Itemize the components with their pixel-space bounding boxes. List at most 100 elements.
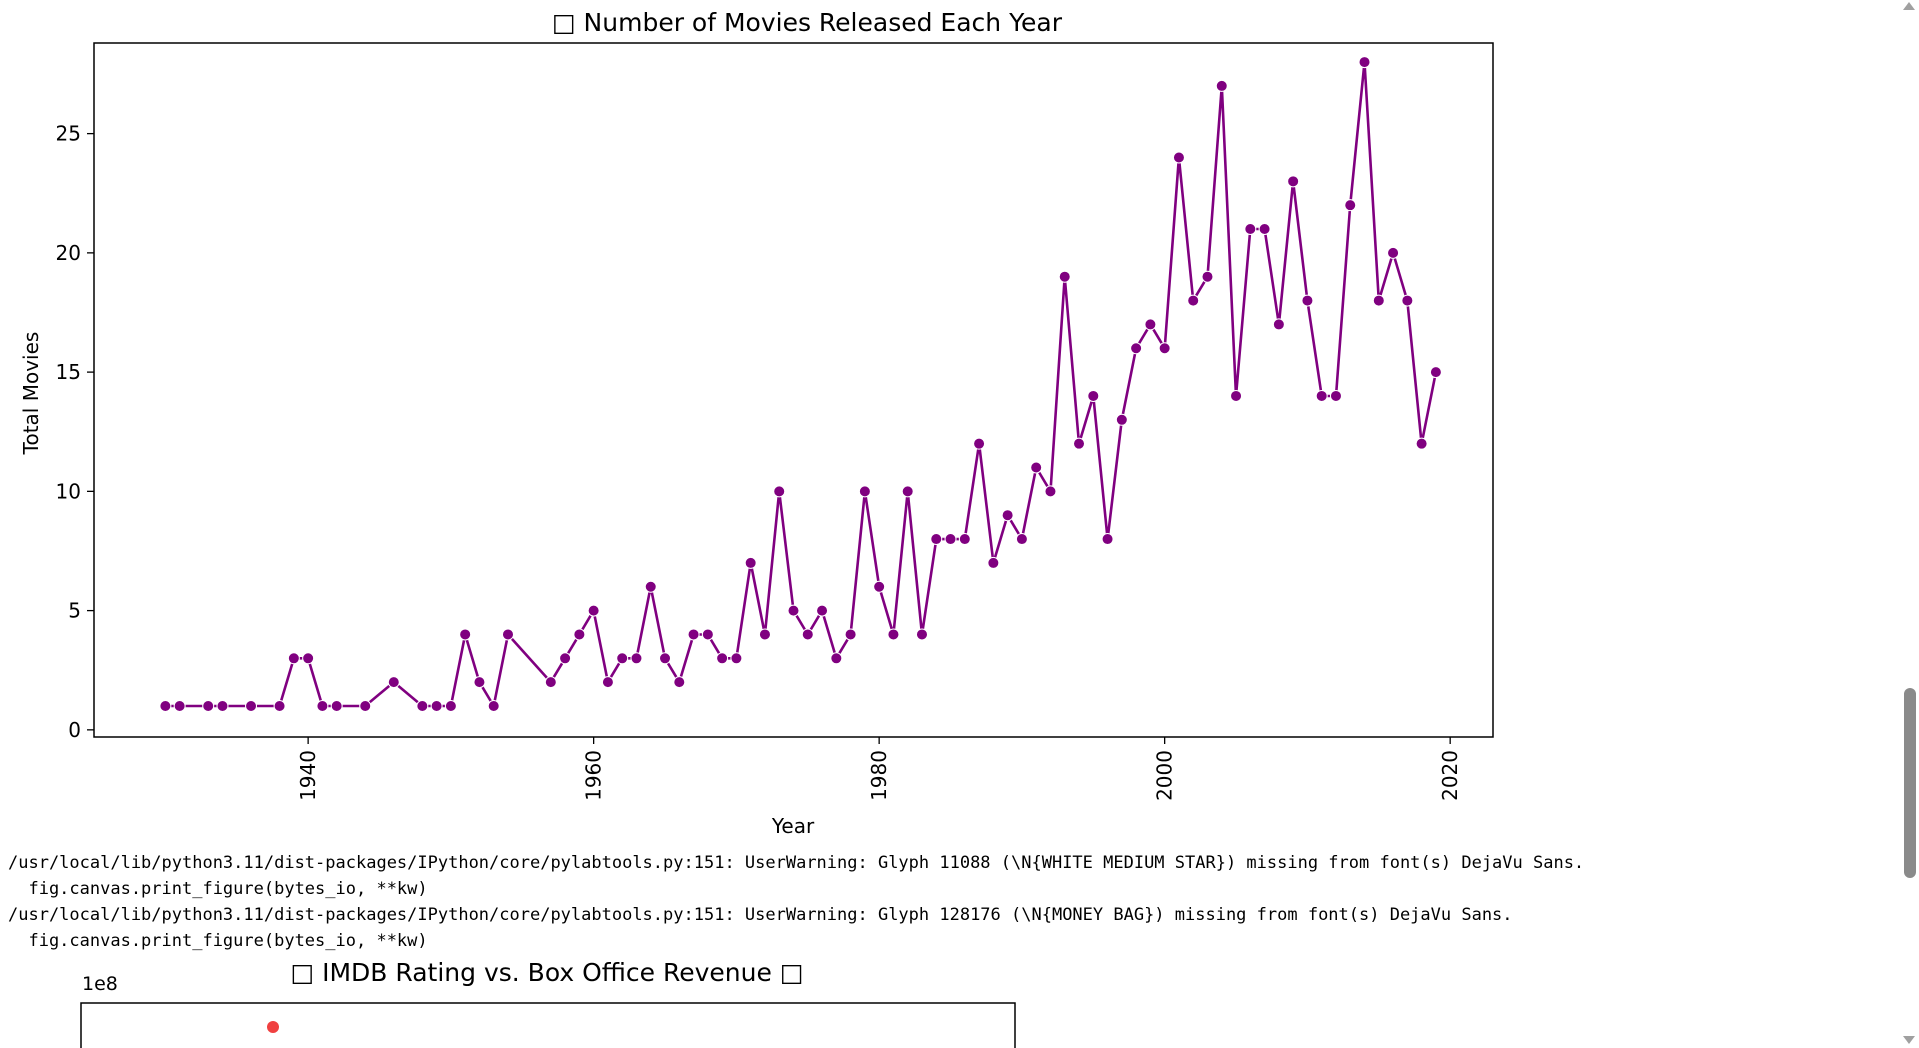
data-point	[1058, 270, 1071, 283]
data-point	[387, 676, 400, 689]
data-point	[1215, 79, 1228, 92]
data-point	[1387, 246, 1400, 259]
data-point	[1415, 437, 1428, 450]
data-point	[1344, 199, 1357, 212]
data-point	[444, 699, 457, 712]
warning-line: /usr/local/lib/python3.11/dist-packages/…	[8, 853, 1585, 873]
data-point	[316, 699, 329, 712]
data-point	[701, 628, 714, 641]
data-point	[1244, 223, 1257, 236]
data-point	[267, 1021, 279, 1033]
data-point	[544, 676, 557, 689]
rating-vs-revenue-chart: □ IMDB Rating vs. Box Office Revenue □ 1…	[80, 958, 1016, 1048]
data-point	[359, 699, 372, 712]
data-point	[216, 699, 229, 712]
data-point	[273, 699, 286, 712]
x-tick-label: 2020	[1438, 750, 1462, 801]
warning-line: /usr/local/lib/python3.11/dist-packages/…	[8, 905, 1513, 925]
data-point	[1001, 509, 1014, 522]
data-point	[302, 652, 315, 665]
scroll-up-arrow-icon[interactable]	[1903, 2, 1915, 10]
data-point	[716, 652, 729, 665]
data-point	[1073, 437, 1086, 450]
data-point	[601, 676, 614, 689]
x-axis: 1940 1960 1980 2000 2020	[296, 737, 1462, 801]
data-point	[687, 628, 700, 641]
data-point	[1429, 366, 1442, 379]
y-tick-label: 0	[68, 718, 81, 742]
y-axis-label: Total Movies	[19, 332, 43, 456]
data-point	[616, 652, 629, 665]
data-point	[844, 628, 857, 641]
data-point	[159, 699, 172, 712]
data-point	[773, 485, 786, 498]
data-points	[159, 56, 1442, 712]
y-tick-label: 15	[56, 360, 81, 384]
chart-title: □ IMDB Rating vs. Box Office Revenue □	[291, 958, 804, 987]
data-point	[873, 580, 886, 593]
data-point	[944, 533, 957, 546]
data-point	[630, 652, 643, 665]
data-point	[1158, 342, 1171, 355]
data-point	[587, 604, 600, 617]
data-point	[887, 628, 900, 641]
data-point	[858, 485, 871, 498]
y-tick-label: 10	[56, 479, 81, 503]
data-point	[801, 628, 814, 641]
data-point	[1230, 389, 1243, 402]
data-point	[1287, 175, 1300, 188]
data-point	[202, 699, 215, 712]
data-point	[487, 699, 500, 712]
data-point	[1201, 270, 1214, 283]
plot-area	[80, 1002, 1016, 1048]
data-point	[416, 699, 429, 712]
data-point	[1258, 223, 1271, 236]
plot-area	[93, 42, 1494, 738]
vertical-scrollbar[interactable]	[1899, 0, 1919, 1048]
data-point	[644, 580, 657, 593]
data-point	[1187, 294, 1200, 307]
scroll-down-arrow-icon[interactable]	[1903, 1036, 1915, 1044]
data-point	[787, 604, 800, 617]
data-point	[1329, 389, 1342, 402]
series-line	[165, 60, 1438, 708]
data-point	[459, 628, 472, 641]
data-point	[1372, 294, 1385, 307]
warning-output: /usr/local/lib/python3.11/dist-packages/…	[8, 850, 1584, 954]
data-point	[473, 676, 486, 689]
data-point	[573, 628, 586, 641]
chart-title: □ Number of Movies Released Each Year	[552, 8, 1063, 37]
data-point	[659, 652, 672, 665]
data-point	[501, 628, 514, 641]
data-point	[987, 556, 1000, 569]
data-point	[901, 485, 914, 498]
x-tick-label: 2000	[1153, 750, 1177, 801]
data-point	[758, 628, 771, 641]
data-point	[1172, 151, 1185, 164]
warning-line: fig.canvas.print_figure(bytes_io, **kw)	[8, 931, 428, 951]
data-point	[430, 699, 443, 712]
data-point	[1401, 294, 1414, 307]
data-point	[330, 699, 343, 712]
warning-line: fig.canvas.print_figure(bytes_io, **kw)	[8, 879, 428, 899]
data-point	[1301, 294, 1314, 307]
data-point	[830, 652, 843, 665]
x-tick-label: 1940	[296, 750, 320, 801]
x-axis-label: Year	[771, 814, 815, 838]
scrollbar-thumb[interactable]	[1904, 688, 1916, 878]
x-tick-label: 1960	[582, 750, 606, 801]
data-point	[1315, 389, 1328, 402]
data-point	[1358, 56, 1371, 69]
data-point	[930, 533, 943, 546]
data-point	[816, 604, 829, 617]
data-point	[673, 676, 686, 689]
data-point	[730, 652, 743, 665]
y-tick-label: 20	[56, 241, 81, 265]
y-axis: 0 5 10 15 20 25	[56, 122, 94, 742]
data-point	[973, 437, 986, 450]
data-point	[1144, 318, 1157, 331]
data-point	[958, 533, 971, 546]
data-point	[1087, 389, 1100, 402]
y-tick-label: 5	[68, 599, 81, 623]
data-point	[1101, 533, 1114, 546]
